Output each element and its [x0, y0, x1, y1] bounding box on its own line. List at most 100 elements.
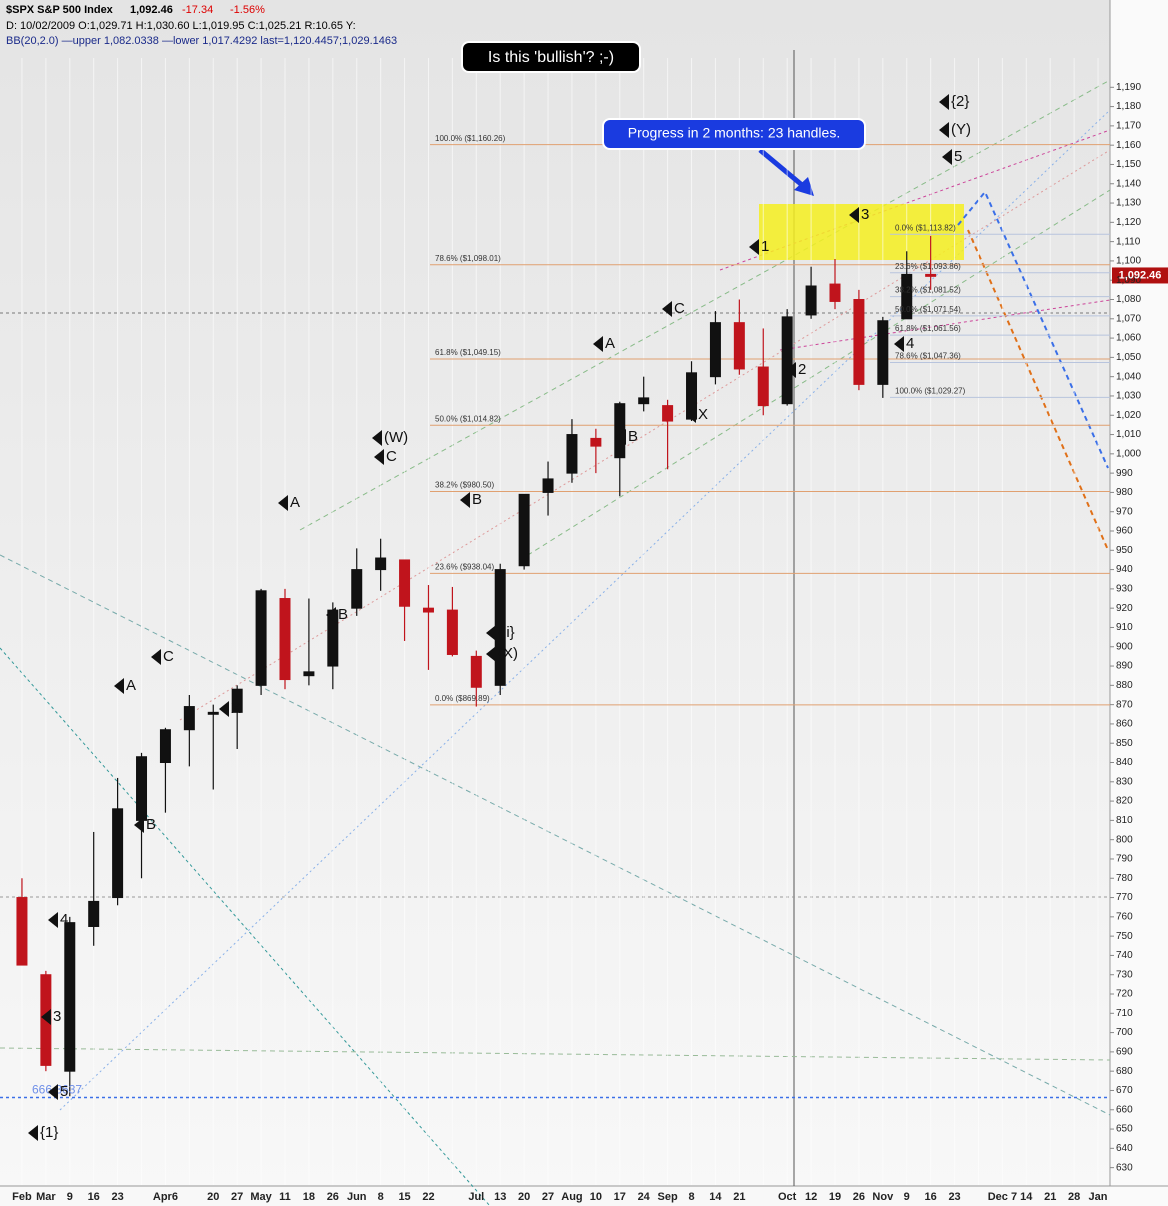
wave-marker — [939, 122, 949, 138]
candle-body — [638, 397, 650, 405]
wave-label: 5 — [60, 1083, 68, 1100]
y-tick-label: 1,170 — [1116, 121, 1141, 132]
candle-body — [829, 283, 841, 302]
candle-body — [901, 273, 913, 320]
x-tick-label: Jul — [468, 1191, 484, 1203]
fib-label: 0.0% ($1,113.82) — [895, 223, 956, 232]
wave-label: A — [605, 335, 615, 352]
candle-body — [112, 808, 124, 899]
wave-marker — [460, 492, 470, 508]
x-tick-label: 12 — [805, 1191, 817, 1203]
x-tick-label: 23 — [111, 1191, 123, 1203]
wave-marker — [942, 149, 952, 165]
wave-marker — [894, 336, 904, 352]
y-tick-label: 1,110 — [1116, 236, 1141, 247]
y-tick-label: 930 — [1116, 584, 1133, 595]
y-tick-label: 1,040 — [1116, 371, 1141, 382]
wave-marker — [849, 207, 859, 223]
y-tick-label: 1,140 — [1116, 178, 1141, 189]
y-tick-label: 810 — [1116, 815, 1133, 826]
candle-body — [279, 598, 291, 681]
y-tick-label: 1,020 — [1116, 410, 1141, 421]
x-tick-label: 18 — [303, 1191, 315, 1203]
y-tick-label: 790 — [1116, 854, 1133, 865]
x-tick-label: 15 — [398, 1191, 410, 1203]
y-tick-label: 1,000 — [1116, 448, 1141, 459]
x-tick-label: 20 — [207, 1191, 219, 1203]
last-price-box — [1112, 267, 1168, 284]
y-tick-label: 630 — [1116, 1162, 1133, 1173]
y-tick-label: 710 — [1116, 1008, 1133, 1019]
grid — [0, 58, 1114, 1185]
projection — [957, 190, 1109, 469]
y-tick-label: 870 — [1116, 699, 1133, 710]
axis-panel — [1110, 0, 1168, 1206]
wave-label: 5 — [954, 148, 962, 165]
wave-label: X — [231, 700, 241, 717]
x-tick-label: 21 — [733, 1191, 745, 1203]
fib-label: 61.8% ($1,049.15) — [435, 348, 501, 357]
trend-line — [59, 109, 1111, 1111]
x-tick-label: Jan — [1089, 1191, 1108, 1203]
x-tick-label: 8 — [688, 1191, 694, 1203]
change: -17.34 — [182, 4, 213, 16]
candle-body — [542, 478, 554, 493]
wave-label: B — [146, 816, 156, 833]
wave-label: (W) — [384, 429, 408, 446]
candle-body — [422, 607, 434, 613]
wave-label: B — [628, 428, 638, 445]
x-tick-label: Oct — [778, 1191, 797, 1203]
wave-label: (Y) — [951, 121, 971, 138]
candle-body — [159, 729, 171, 764]
wave-label: B — [472, 491, 482, 508]
wave-marker — [134, 817, 144, 833]
x-tick-label: 13 — [494, 1191, 506, 1203]
wave-label: B — [338, 606, 348, 623]
wave-marker — [374, 449, 384, 465]
candle-body — [781, 316, 793, 405]
y-tick-label: 1,100 — [1116, 256, 1141, 267]
wave-label: C — [674, 300, 685, 317]
candle-body — [351, 569, 363, 609]
candle-body — [853, 299, 865, 385]
x-tick-label: Sep — [658, 1191, 678, 1203]
y-tick-label: 1,180 — [1116, 101, 1141, 112]
wave-marker — [616, 429, 626, 445]
y-tick-label: 1,050 — [1116, 352, 1141, 363]
y-tick-label: 1,160 — [1116, 140, 1141, 151]
wave-marker — [48, 912, 58, 928]
wave-label: 2 — [798, 361, 806, 378]
x-tick-label: 24 — [638, 1191, 651, 1203]
arrow-head — [794, 177, 814, 196]
fib-label: 23.6% ($1,093.86) — [895, 262, 961, 271]
candle-body — [805, 285, 817, 316]
y-tick-label: 890 — [1116, 661, 1133, 672]
y-tick-label: 940 — [1116, 564, 1133, 575]
y-tick-label: 920 — [1116, 603, 1133, 614]
wave-marker — [593, 336, 603, 352]
wave-label: (X) — [498, 645, 518, 662]
wave-label: C — [386, 448, 397, 465]
callout-box — [602, 118, 866, 150]
fib-label: 100.0% ($1,029.27) — [895, 386, 966, 395]
y-tick-label: 910 — [1116, 622, 1133, 633]
x-tick-label: 26 — [853, 1191, 865, 1203]
candle-body — [183, 706, 195, 731]
wave-label: 3 — [861, 206, 869, 223]
y-tick-label: 680 — [1116, 1066, 1133, 1077]
fib-label: 23.6% ($938.04) — [435, 562, 494, 571]
wave-marker — [486, 646, 496, 662]
projection — [967, 229, 1109, 551]
x-tick-label: 19 — [829, 1191, 841, 1203]
y-tick-label: 1,080 — [1116, 294, 1141, 305]
callout-box — [461, 41, 641, 73]
x-tick-label: 8 — [378, 1191, 384, 1203]
x-tick-label: 27 — [542, 1191, 554, 1203]
y-tick-label: 640 — [1116, 1143, 1133, 1154]
candle-body — [64, 922, 76, 1072]
fib-label: 50.0% ($1,014.82) — [435, 414, 501, 423]
trend-line — [299, 79, 1111, 531]
x-tick-label: Aug — [561, 1191, 582, 1203]
arrow — [758, 148, 810, 192]
